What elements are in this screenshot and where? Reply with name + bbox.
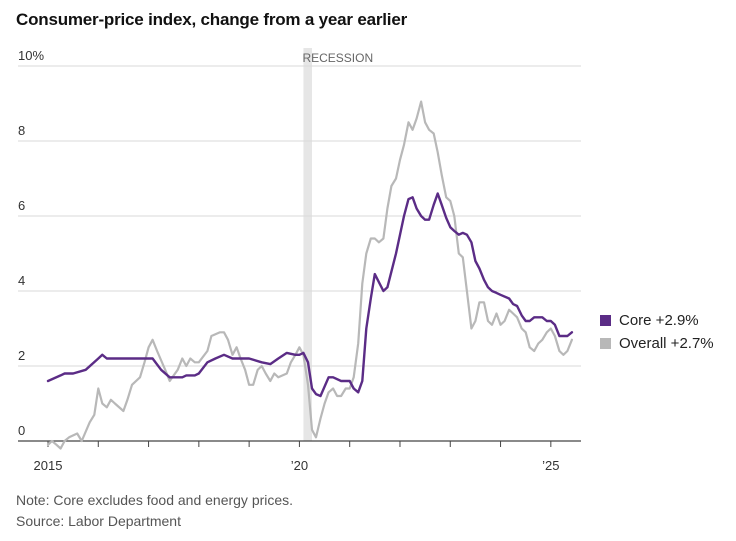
legend-item-overall: Overall +2.7% <box>600 335 714 352</box>
chart-note: Note: Core excludes food and energy pric… <box>16 492 294 508</box>
legend-item-core: Core +2.9% <box>600 312 699 329</box>
y-tick-label-8: 8 <box>18 123 25 138</box>
legend-label-overall: Overall +2.7% <box>619 335 714 352</box>
chart-source: Source: Labor Department <box>16 513 181 529</box>
legend-swatch-overall <box>600 338 611 349</box>
x-tick-label-2025: ’25 <box>542 458 559 473</box>
chart-title: Consumer-price index, change from a year… <box>16 10 407 29</box>
y-tick-label-0: 0 <box>18 423 25 438</box>
y-tick-label-10: 10% <box>18 48 44 63</box>
y-tick-label-6: 6 <box>18 198 25 213</box>
recession-label: RECESSION <box>302 51 373 65</box>
recession-band <box>303 48 312 441</box>
y-tick-label-4: 4 <box>18 273 25 288</box>
legend-label-core: Core +2.9% <box>619 312 699 329</box>
x-tick-label-2015: 2015 <box>34 458 63 473</box>
x-tick-label-2020: ’20 <box>291 458 308 473</box>
series-line-core <box>46 192 574 398</box>
legend-swatch-core <box>600 315 611 326</box>
y-tick-label-2: 2 <box>18 348 25 363</box>
